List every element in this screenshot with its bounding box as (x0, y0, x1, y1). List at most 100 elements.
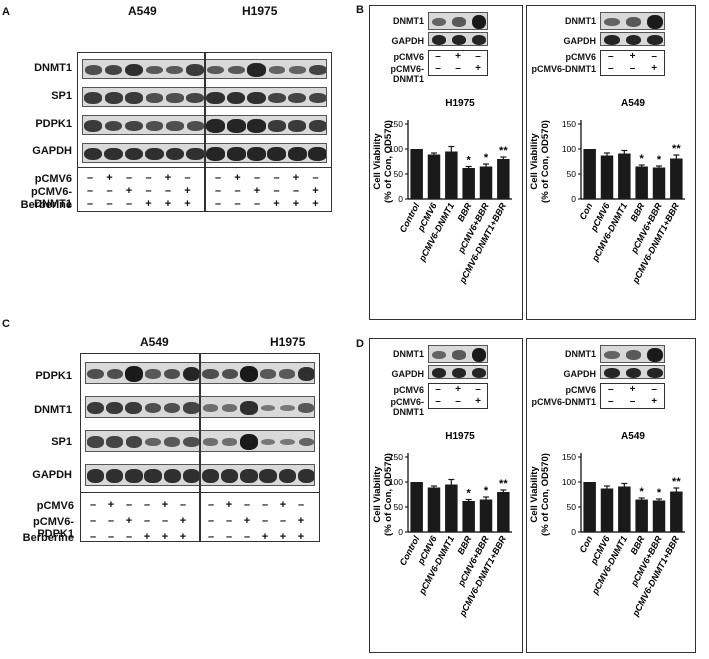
blot-band (206, 119, 226, 133)
blot-band (260, 404, 276, 412)
bar (652, 500, 666, 532)
mini-blot-band (452, 17, 466, 27)
mini-blot-b-h1975: DNMT1 GAPDH pCMV6– + – pCMV6-DNMT1– – + (372, 10, 522, 90)
y-tick-label: 100 (389, 144, 403, 154)
blot-band (226, 91, 246, 105)
mini-blot-strip (600, 345, 665, 363)
blot-band (182, 469, 201, 483)
mini-treatment-sign: – (608, 51, 614, 62)
treatment-sign: + (273, 198, 280, 210)
treatment-sign: + (184, 198, 191, 210)
cell-title-h1975-c: H1975 (270, 335, 306, 349)
mini-blot-band (452, 350, 466, 360)
blot-band (268, 66, 286, 74)
blot-band (125, 120, 143, 132)
blot-band (247, 147, 267, 161)
treatment-sign: – (261, 515, 269, 527)
blot-band (289, 66, 306, 74)
bar (497, 492, 510, 532)
mini-blot-band (604, 350, 620, 360)
bar (479, 166, 493, 199)
treatment-sign: + (145, 198, 152, 210)
y-tick-label: 50 (567, 502, 577, 512)
blot-band (83, 147, 103, 161)
significance-mark: ** (499, 478, 508, 490)
blot-band (106, 368, 123, 380)
treatment-sign: – (125, 198, 133, 210)
panel-d-h1975-box (369, 338, 523, 653)
mini-treatment-label: pCMV6-DNMT1 (390, 397, 425, 417)
blot-band (247, 119, 267, 133)
bar (618, 153, 631, 199)
significance-mark: ** (672, 476, 681, 488)
blot-band (182, 366, 201, 382)
treatment-sign: + (106, 172, 113, 184)
y-tick-label: 50 (394, 502, 404, 512)
treatment-sign: + (107, 499, 115, 511)
y-tick-label: 0 (571, 527, 576, 537)
mini-blot-band (452, 367, 466, 378)
treatment-label-berberine-c: Berberine (22, 532, 74, 544)
bar (583, 149, 596, 199)
mini-blot-band (472, 34, 486, 45)
y-tick-label: 100 (562, 477, 576, 487)
blot-band (298, 403, 314, 413)
treatment-sign: – (234, 185, 241, 197)
treatment-sign: + (253, 185, 261, 197)
blot-band (106, 401, 124, 415)
mini-blot-strip (428, 32, 488, 46)
significance-mark: * (640, 153, 645, 165)
blot-band (166, 121, 184, 131)
bar (462, 168, 475, 199)
blot-band (278, 469, 296, 483)
mini-blot-band (625, 367, 642, 378)
mini-blot-strip (600, 365, 665, 379)
treatment-sign: – (179, 499, 187, 511)
treatment-sign: – (86, 172, 94, 184)
blot-band (222, 438, 238, 446)
mini-blot-b-a549: DNMT1 GAPDH pCMV6– + – pCMV6-DNMT1– – + (529, 10, 694, 90)
panel-b-a549-box (526, 5, 696, 320)
treatment-sign: – (292, 185, 300, 197)
blot-band (240, 401, 258, 415)
chart-title: H1975 (445, 98, 475, 109)
mini-blot-d-a549: DNMT1 GAPDH pCMV6– + – pCMV6-DNMT1– – + (529, 343, 694, 423)
bar (635, 166, 648, 199)
blot-band (279, 438, 295, 446)
blot-band (288, 92, 307, 104)
treatment-sign: – (207, 531, 215, 543)
x-category-label: BBR (628, 201, 646, 223)
blot-band (183, 436, 200, 448)
panel-letter-d: D (356, 338, 364, 350)
treatment-table-c: – + – – + – – + – – + – – – + – – + – – + – – + – – – + + + – – – + + + (80, 492, 320, 543)
mini-blot-d-h1975: DNMT1 GAPDH pCMV6– + – pCMV6-DNMT1– – + (372, 343, 522, 423)
panel-letter-c: C (2, 318, 10, 330)
mini-treatment-box (600, 383, 665, 409)
blot-band (221, 469, 239, 483)
blot-band (297, 469, 314, 483)
treatment-label-pcmv6-c: pCMV6 (36, 500, 74, 512)
chart-title: A549 (621, 431, 645, 442)
blot-band (308, 147, 326, 161)
treatment-sign: – (125, 531, 133, 543)
blot-band (164, 368, 181, 380)
mini-blot-band (647, 367, 663, 378)
treatment-sign: – (207, 499, 215, 511)
mini-blot-label: GAPDH (563, 369, 596, 379)
mini-treatment-sign: + (629, 384, 636, 395)
treatment-sign: – (89, 499, 97, 511)
y-tick-label: 150 (389, 119, 403, 129)
mini-blot-band (625, 17, 642, 27)
treatment-sign: + (164, 172, 172, 184)
x-category-label: BBR (628, 534, 646, 556)
blot-band (145, 65, 163, 75)
blot-band (164, 402, 181, 414)
mini-blot-band (625, 34, 642, 45)
cell-title-a549: A549 (128, 4, 157, 18)
blot-band (186, 147, 205, 161)
mini-blot-band (625, 350, 642, 360)
treatment-sign: + (297, 531, 305, 543)
mini-blot-band (647, 14, 663, 29)
mini-treatment-label: pCMV6-DNMT1 (531, 397, 597, 407)
blot-band (165, 147, 185, 161)
